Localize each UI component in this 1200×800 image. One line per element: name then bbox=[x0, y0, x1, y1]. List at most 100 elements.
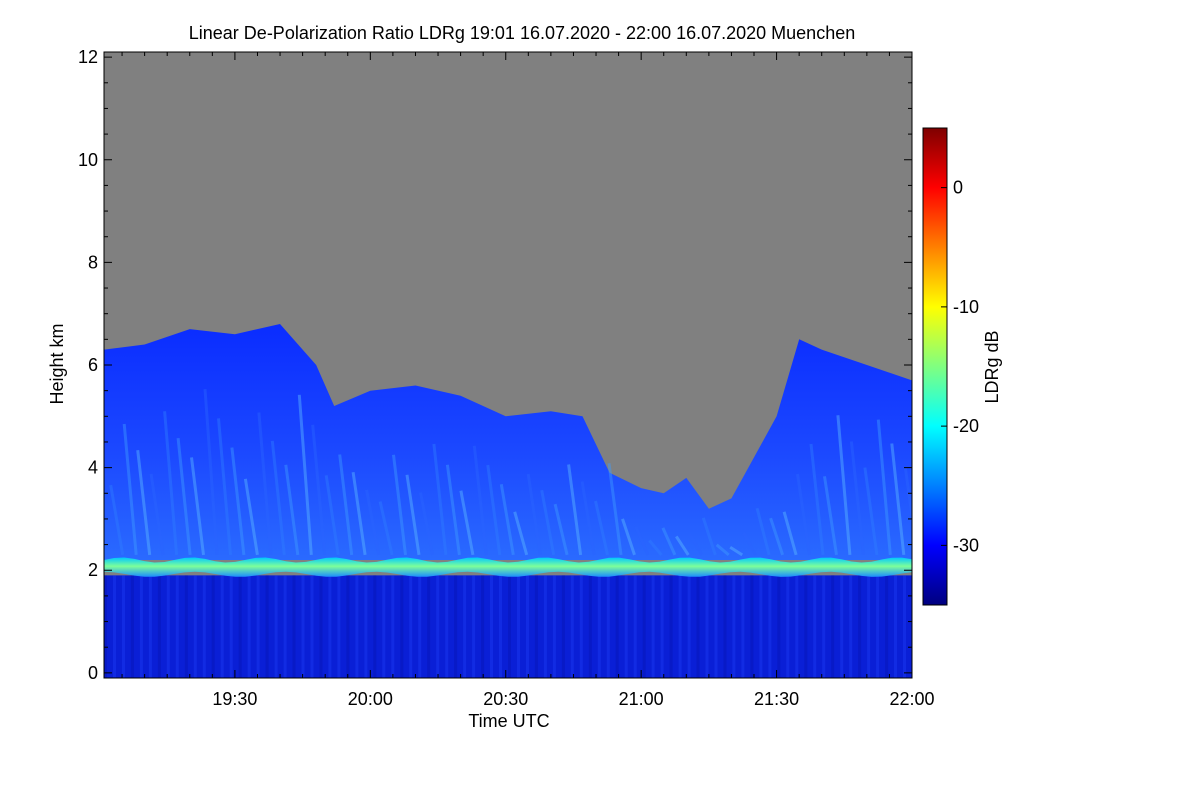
boundary-layer-stripe bbox=[436, 575, 440, 678]
fall-streak bbox=[230, 447, 246, 556]
boundary-layer-stripe bbox=[391, 575, 395, 678]
boundary-layer-texture bbox=[104, 575, 906, 678]
boundary-layer-stripe bbox=[822, 575, 826, 678]
fall-streak bbox=[836, 415, 852, 556]
fall-streak bbox=[809, 443, 825, 556]
boundary-layer-stripe bbox=[526, 575, 529, 678]
boundary-layer-stripe bbox=[337, 575, 341, 678]
fall-streak bbox=[217, 418, 232, 556]
colorbar-tick-label: -30 bbox=[953, 535, 979, 555]
boundary-layer-stripe bbox=[301, 575, 305, 678]
boundary-layer-stripe bbox=[786, 575, 790, 678]
fall-streak bbox=[190, 457, 205, 556]
fall-streak bbox=[553, 503, 569, 556]
fall-streak bbox=[540, 489, 556, 556]
fall-streak bbox=[634, 526, 650, 556]
boundary-layer-stripe bbox=[732, 575, 736, 678]
fall-streak bbox=[729, 545, 744, 557]
y-tick-label: 6 bbox=[88, 355, 98, 375]
boundary-layer-stripe bbox=[633, 575, 637, 678]
boundary-layer-stripe bbox=[175, 575, 179, 678]
boundary-layer-stripe bbox=[768, 575, 772, 678]
x-tick-label: 22:00 bbox=[889, 689, 934, 709]
boundary-layer-stripe bbox=[705, 575, 709, 678]
fall-streak bbox=[311, 424, 327, 556]
fall-streak bbox=[715, 543, 730, 557]
boundary-layer-stripe bbox=[472, 575, 476, 678]
fall-streak bbox=[405, 474, 421, 556]
boundary-layer-stripe bbox=[490, 575, 493, 678]
boundary-layer-stripe bbox=[283, 575, 287, 678]
fall-streak bbox=[445, 464, 461, 556]
boundary-layer-stripe bbox=[193, 575, 197, 678]
fall-streak bbox=[526, 473, 542, 556]
boundary-layer-stripe bbox=[597, 575, 601, 678]
fall-streak bbox=[890, 443, 906, 556]
boundary-layer-stripe bbox=[831, 575, 835, 678]
boundary-layer-stripe bbox=[813, 575, 817, 678]
boundary-layer-stripe bbox=[615, 575, 619, 678]
colorbar-tick-label: 0 bbox=[953, 178, 963, 198]
boundary-layer-stripe bbox=[130, 575, 134, 678]
boundary-layer-stripe bbox=[364, 575, 368, 678]
aerosol-layer-region bbox=[104, 324, 912, 560]
boundary-layer-stripe bbox=[840, 575, 844, 678]
fall-streak bbox=[513, 511, 529, 556]
fall-streak bbox=[486, 464, 502, 556]
fall-streak bbox=[149, 473, 165, 556]
y-tick-label: 0 bbox=[88, 663, 98, 683]
colorbar-title: LDRg dB bbox=[982, 330, 1002, 403]
fall-streak bbox=[675, 535, 690, 556]
boundary-layer-stripe bbox=[445, 575, 449, 678]
boundary-layer-stripe bbox=[400, 575, 404, 678]
boundary-layer-stripe bbox=[310, 575, 314, 678]
colorbar-gradient bbox=[922, 127, 948, 606]
fall-streak bbox=[755, 507, 771, 556]
fall-streak bbox=[472, 445, 488, 556]
boundary-layer-stripe bbox=[849, 575, 853, 678]
boundary-layer-stripe bbox=[184, 575, 188, 678]
boundary-layer-stripe bbox=[552, 575, 556, 678]
fall-streak bbox=[688, 533, 704, 556]
boundary-layer-stripe bbox=[885, 575, 889, 678]
boundary-layer-stripe bbox=[723, 575, 727, 678]
boundary-layer-stripe bbox=[104, 575, 107, 678]
boundary-layer-stripe bbox=[265, 575, 269, 678]
boundary-layer-stripe bbox=[579, 575, 583, 678]
x-tick-label: 20:30 bbox=[483, 689, 528, 709]
boundary-layer-stripe bbox=[382, 575, 386, 678]
fall-streak bbox=[136, 450, 152, 556]
fall-streak bbox=[203, 388, 219, 556]
fall-streak bbox=[782, 511, 798, 556]
fall-streak bbox=[863, 467, 879, 556]
fall-streak bbox=[648, 539, 663, 556]
boundary-layer-stripe bbox=[346, 575, 350, 678]
boundary-layer-stripe bbox=[229, 575, 233, 678]
fall-streak bbox=[365, 489, 381, 556]
boundary-layer-stripe bbox=[750, 575, 754, 678]
boundary-layer-stripe bbox=[463, 575, 467, 678]
boundary-layer-stripe bbox=[651, 575, 655, 678]
boundary-layer-stripe bbox=[624, 575, 628, 678]
boundary-layer-stripe bbox=[903, 575, 906, 678]
boundary-layer-stripe bbox=[355, 575, 359, 678]
boundary-layer-stripe bbox=[122, 575, 125, 678]
fall-streak bbox=[270, 440, 286, 556]
boundary-layer-stripe bbox=[292, 575, 296, 678]
fall-streak bbox=[567, 464, 583, 556]
colorbar: 0 -10 -20 -30 LDRg dB bbox=[922, 127, 1002, 606]
boundary-layer-stripe bbox=[858, 575, 862, 678]
fall-streak bbox=[378, 501, 394, 556]
fall-streak bbox=[876, 419, 892, 556]
fall-streak bbox=[459, 490, 475, 556]
boundary-layer-stripe bbox=[561, 575, 565, 678]
depolarization-band bbox=[104, 557, 912, 577]
fall-streak bbox=[392, 454, 407, 556]
boundary-layer-stripe bbox=[777, 575, 781, 678]
fall-streak bbox=[580, 481, 596, 556]
fall-streak bbox=[122, 423, 138, 556]
boundary-layer-stripe bbox=[642, 575, 646, 678]
boundary-layer-stripe bbox=[113, 575, 116, 678]
boundary-layer-stripe bbox=[876, 575, 880, 678]
